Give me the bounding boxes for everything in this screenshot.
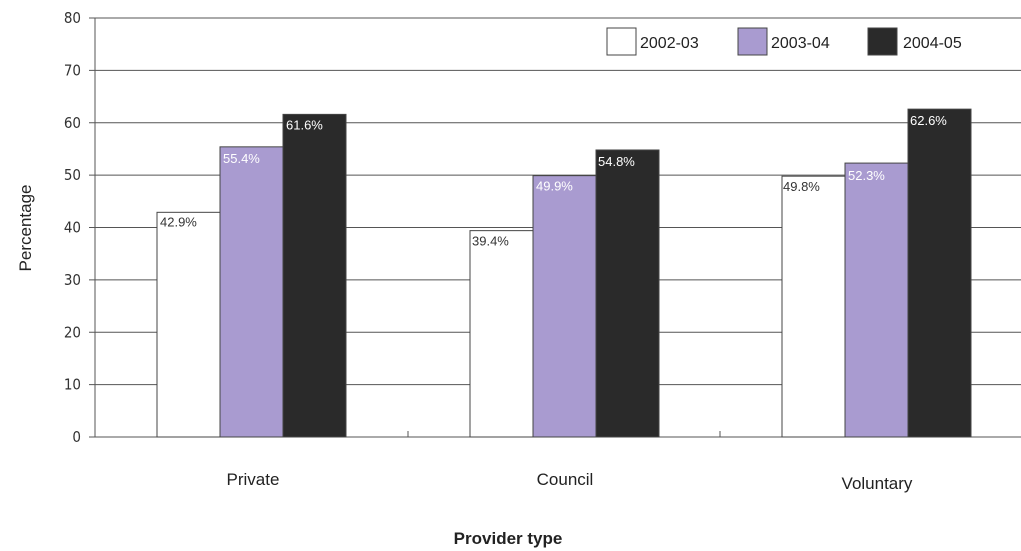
data-label: 61.6% xyxy=(286,117,323,132)
bar xyxy=(907,108,972,438)
data-label: 52.3% xyxy=(848,168,885,183)
y-tick-label: 70 xyxy=(64,61,81,79)
y-tick-label: 60 xyxy=(64,114,81,132)
x-category-label: Voluntary xyxy=(842,474,913,493)
y-tick-label: 0 xyxy=(72,428,81,446)
y-axis-title: Percentage xyxy=(16,185,35,272)
bar xyxy=(469,230,534,438)
x-category-label: Council xyxy=(537,470,594,489)
legend: 2002-03 2003-04 2004-05 xyxy=(606,27,962,56)
bar xyxy=(282,113,347,438)
data-label: 54.8% xyxy=(598,154,635,169)
legend-label: 2003-04 xyxy=(771,35,830,52)
x-category-label: Private xyxy=(227,470,280,489)
data-label: 55.4% xyxy=(223,151,260,166)
bar xyxy=(844,162,909,438)
x-axis-title: Provider type xyxy=(454,529,563,548)
bar xyxy=(219,146,284,438)
bar xyxy=(781,175,846,438)
legend-swatch xyxy=(737,27,768,56)
y-tick-label: 50 xyxy=(64,166,81,184)
y-tick-label: 20 xyxy=(64,323,81,341)
data-label: 62.6% xyxy=(910,113,947,128)
data-label: 49.8% xyxy=(783,179,820,194)
data-label: 42.9% xyxy=(160,214,197,229)
y-tick-label: 80 xyxy=(64,9,81,27)
legend-swatch xyxy=(867,27,898,56)
bars xyxy=(156,108,972,438)
bar xyxy=(532,175,597,438)
y-tick-label: 10 xyxy=(64,376,81,394)
y-tick-label: 30 xyxy=(64,271,81,289)
bar xyxy=(156,211,221,438)
legend-label: 2004-05 xyxy=(903,35,962,52)
legend-swatch xyxy=(606,27,637,56)
data-labels: 42.9% 39.4% 49.8% 55.4% 49.9% 52.3% 61.6% 54.8%… xyxy=(160,113,947,249)
data-label: 49.9% xyxy=(536,179,573,194)
bar xyxy=(595,149,660,438)
y-tick-label: 40 xyxy=(64,219,81,237)
legend-label: 2002-03 xyxy=(640,35,699,52)
data-label: 39.4% xyxy=(472,234,509,249)
